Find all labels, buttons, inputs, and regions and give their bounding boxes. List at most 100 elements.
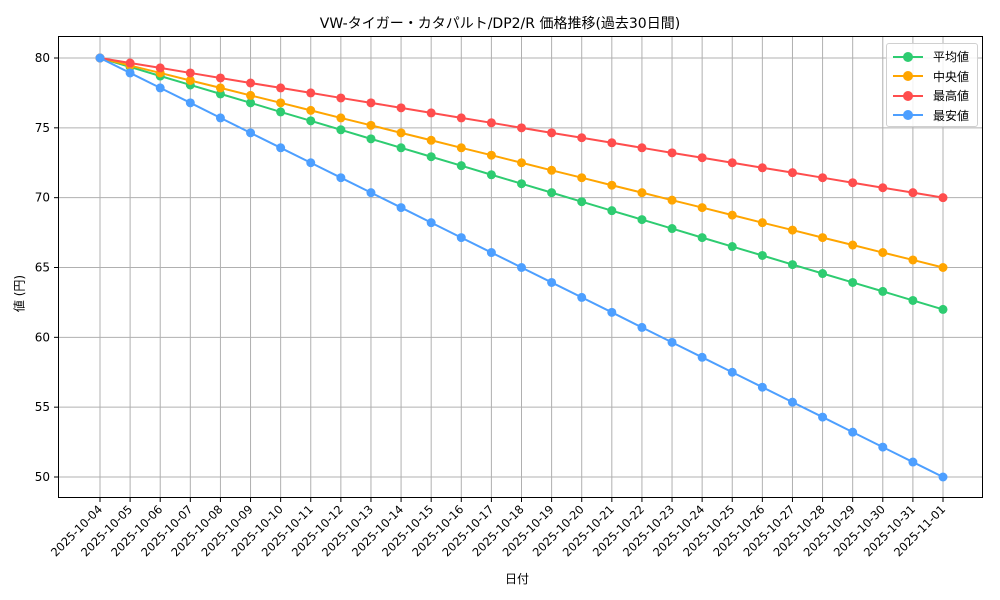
data-point xyxy=(215,113,225,123)
data-series xyxy=(95,53,948,482)
data-point xyxy=(577,133,587,143)
data-point xyxy=(848,178,858,188)
data-point xyxy=(577,173,587,183)
data-point xyxy=(878,248,888,258)
data-point xyxy=(547,277,557,287)
data-point xyxy=(577,197,587,207)
data-point xyxy=(517,123,526,133)
data-point xyxy=(637,215,647,225)
data-point xyxy=(246,128,256,138)
data-point xyxy=(276,83,286,93)
data-point xyxy=(125,58,135,68)
data-point xyxy=(848,427,858,437)
legend-item-median: 中央値 xyxy=(893,67,971,87)
x-axis-ticks: 2025-10-042025-10-052025-10-062025-10-07… xyxy=(48,497,948,559)
legend: 平均値 中央値 最高値 最安値 xyxy=(886,43,978,127)
data-point xyxy=(908,255,918,265)
data-point xyxy=(456,161,466,171)
data-point xyxy=(667,195,677,205)
data-point xyxy=(246,98,256,108)
data-point xyxy=(667,148,677,158)
data-point xyxy=(306,158,316,168)
data-point xyxy=(486,170,496,180)
data-point xyxy=(486,248,496,258)
data-point xyxy=(547,188,557,198)
data-point xyxy=(366,98,376,108)
legend-marker-icon xyxy=(893,51,923,62)
data-point xyxy=(878,442,888,452)
data-point xyxy=(848,277,858,287)
y-axis-ticks: 50 55 60 65 70 75 80 xyxy=(35,51,59,484)
data-point xyxy=(185,68,195,78)
data-point xyxy=(637,322,647,332)
data-point xyxy=(517,158,526,168)
data-point xyxy=(607,307,617,317)
legend-marker-icon xyxy=(893,90,923,101)
data-point xyxy=(938,304,948,314)
data-point xyxy=(607,180,617,190)
data-point xyxy=(757,163,767,173)
data-point xyxy=(878,183,888,193)
legend-marker-icon xyxy=(893,110,923,121)
data-point xyxy=(697,233,707,243)
data-point xyxy=(246,90,256,100)
data-point xyxy=(366,188,376,198)
data-point xyxy=(215,73,225,83)
y-tick-label: 55 xyxy=(35,400,50,414)
data-point xyxy=(185,75,195,85)
data-point xyxy=(396,203,406,213)
data-point xyxy=(276,107,286,117)
data-point xyxy=(366,134,376,144)
data-point xyxy=(637,143,647,153)
data-point xyxy=(306,116,316,126)
data-point xyxy=(697,203,707,213)
y-tick-label: 80 xyxy=(35,51,50,65)
legend-label: 平均値 xyxy=(933,50,970,65)
data-point xyxy=(336,113,346,123)
data-point xyxy=(908,457,918,467)
data-point xyxy=(215,83,225,93)
data-point xyxy=(757,218,767,228)
data-point xyxy=(306,88,316,98)
data-point xyxy=(486,150,496,160)
data-point xyxy=(757,250,767,260)
data-point xyxy=(938,263,948,272)
data-point xyxy=(577,292,587,302)
data-point xyxy=(848,240,858,250)
data-point xyxy=(697,153,707,163)
legend-item-min: 最安値 xyxy=(893,106,971,126)
data-point xyxy=(787,260,797,270)
x-axis-label: 日付 xyxy=(505,572,530,586)
data-point xyxy=(818,269,828,279)
data-point xyxy=(336,93,346,103)
data-point xyxy=(727,158,737,168)
data-point xyxy=(306,105,316,115)
data-point xyxy=(246,78,256,88)
legend-label: 最安値 xyxy=(933,108,970,123)
data-point xyxy=(366,120,376,130)
y-tick-label: 50 xyxy=(35,470,50,484)
data-point xyxy=(456,143,466,153)
data-point xyxy=(185,98,195,108)
data-point xyxy=(727,210,737,220)
data-point xyxy=(155,63,165,73)
data-point xyxy=(938,193,948,203)
data-point xyxy=(456,113,466,123)
data-point xyxy=(125,68,135,78)
data-point xyxy=(396,103,406,113)
data-point xyxy=(697,352,707,362)
data-point xyxy=(155,83,165,93)
data-point xyxy=(336,173,346,183)
y-tick-label: 65 xyxy=(35,261,50,275)
y-axis-label: 値 (円) xyxy=(12,274,27,313)
data-point xyxy=(908,188,918,198)
data-point xyxy=(667,337,677,347)
data-point xyxy=(908,295,918,305)
data-point xyxy=(336,125,346,135)
data-point xyxy=(547,128,557,138)
data-point xyxy=(276,98,286,108)
data-point xyxy=(607,138,617,148)
data-point xyxy=(456,233,466,243)
legend-label: 中央値 xyxy=(933,69,970,84)
